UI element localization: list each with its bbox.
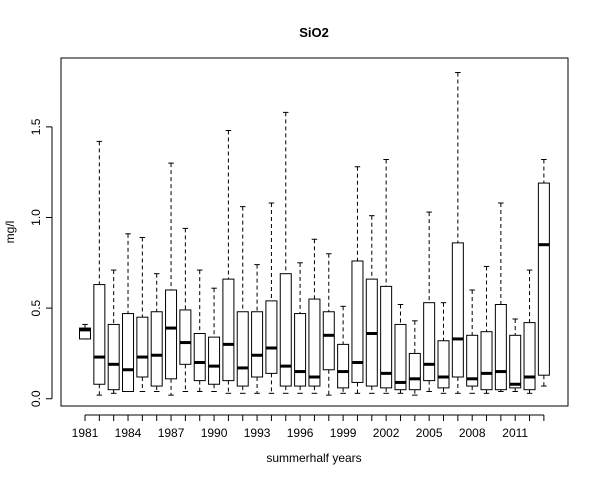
box-1988 bbox=[179, 227, 192, 392]
x-tick-label: 1990 bbox=[201, 426, 228, 440]
box-1997 bbox=[308, 238, 321, 394]
box-1981 bbox=[79, 323, 91, 340]
box-1987 bbox=[165, 162, 178, 396]
iqr-box bbox=[537, 182, 550, 376]
x-tick-label: 2008 bbox=[459, 426, 486, 440]
y-axis: 0.0 0.5 1.0 1.5 bbox=[29, 118, 53, 407]
box-1992 bbox=[236, 206, 249, 394]
box-1989 bbox=[193, 269, 206, 392]
x-tick-label: 1987 bbox=[158, 426, 185, 440]
box-2007 bbox=[451, 72, 464, 394]
box-2008 bbox=[466, 289, 479, 394]
iqr-box bbox=[279, 273, 292, 387]
box-1999 bbox=[337, 305, 350, 394]
box-1993 bbox=[251, 264, 264, 394]
y-axis-label: mg/l bbox=[3, 221, 17, 244]
x-axis-label: summerhalf years bbox=[266, 451, 361, 465]
iqr-box bbox=[122, 313, 135, 392]
iqr-box bbox=[236, 311, 249, 387]
x-axis: 1981 1984 1987 1990 1993 1996 1999 2002 2005 2008… bbox=[72, 414, 545, 440]
iqr-box bbox=[509, 334, 522, 389]
iqr-box bbox=[79, 327, 91, 340]
iqr-box bbox=[380, 285, 393, 389]
box-2013 bbox=[537, 159, 550, 387]
iqr-box bbox=[322, 311, 335, 371]
iqr-box bbox=[437, 340, 450, 389]
iqr-box bbox=[423, 302, 436, 382]
iqr-box bbox=[337, 343, 350, 389]
box-2000 bbox=[351, 166, 364, 394]
iqr-box bbox=[265, 300, 278, 374]
iqr-box bbox=[466, 334, 479, 387]
iqr-box bbox=[107, 323, 120, 391]
y-tick-label: 1.5 bbox=[29, 118, 43, 135]
x-tick-label: 1984 bbox=[115, 426, 142, 440]
box-1984 bbox=[122, 233, 135, 392]
box-2002 bbox=[380, 159, 393, 394]
box-1985 bbox=[136, 236, 149, 392]
box-2004 bbox=[408, 320, 421, 396]
box-1983 bbox=[107, 269, 120, 394]
x-tick-label: 1999 bbox=[330, 426, 357, 440]
box-2001 bbox=[365, 215, 378, 394]
chart-title: SiO2 bbox=[299, 25, 329, 40]
iqr-box bbox=[165, 289, 178, 380]
iqr-box bbox=[408, 352, 421, 391]
iqr-box bbox=[294, 313, 307, 387]
iqr-box bbox=[494, 304, 507, 391]
plot-frame bbox=[60, 57, 569, 407]
iqr-box bbox=[523, 322, 536, 391]
iqr-box bbox=[179, 309, 192, 365]
y-tick-label: 0.5 bbox=[29, 299, 43, 316]
iqr-box bbox=[208, 336, 221, 385]
x-tick-label: 1981 bbox=[72, 426, 99, 440]
box-1991 bbox=[222, 130, 235, 394]
x-tick-label: 2002 bbox=[373, 426, 400, 440]
box-2009 bbox=[480, 265, 493, 394]
iqr-box bbox=[480, 331, 493, 391]
iqr-box bbox=[308, 298, 321, 387]
iqr-box bbox=[136, 316, 149, 378]
box-1996 bbox=[294, 262, 307, 394]
x-tick-label: 2005 bbox=[416, 426, 443, 440]
iqr-box bbox=[451, 242, 464, 378]
x-tick-label: 1993 bbox=[244, 426, 271, 440]
iqr-box bbox=[193, 333, 206, 382]
x-tick-label: 1996 bbox=[287, 426, 314, 440]
iqr-box bbox=[93, 284, 106, 385]
box-1982 bbox=[93, 140, 106, 396]
box-1995 bbox=[279, 111, 292, 394]
box-1994 bbox=[265, 202, 278, 394]
box-2012 bbox=[523, 269, 536, 394]
box-2006 bbox=[437, 302, 450, 394]
iqr-box bbox=[351, 260, 364, 383]
box-2010 bbox=[494, 202, 507, 392]
y-tick-label: 1.0 bbox=[29, 209, 43, 226]
box-1998 bbox=[322, 253, 335, 396]
y-tick-label: 0.0 bbox=[29, 390, 43, 407]
box-2005 bbox=[423, 211, 436, 392]
iqr-box bbox=[222, 278, 235, 382]
box-1986 bbox=[150, 273, 163, 392]
iqr-box bbox=[251, 311, 264, 378]
box-2011 bbox=[509, 318, 522, 392]
iqr-box bbox=[150, 311, 163, 387]
x-tick-label: 2011 bbox=[502, 426, 528, 440]
box-2003 bbox=[394, 304, 407, 394]
iqr-box bbox=[394, 323, 407, 391]
box-series bbox=[79, 72, 550, 396]
box-1990 bbox=[208, 287, 221, 392]
